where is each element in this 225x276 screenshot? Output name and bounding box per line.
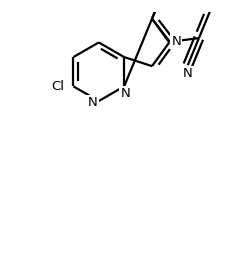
Text: Cl: Cl: [51, 80, 64, 93]
Text: N: N: [120, 87, 130, 100]
Text: N: N: [171, 34, 180, 47]
Text: N: N: [87, 96, 97, 109]
Text: N: N: [182, 67, 192, 80]
